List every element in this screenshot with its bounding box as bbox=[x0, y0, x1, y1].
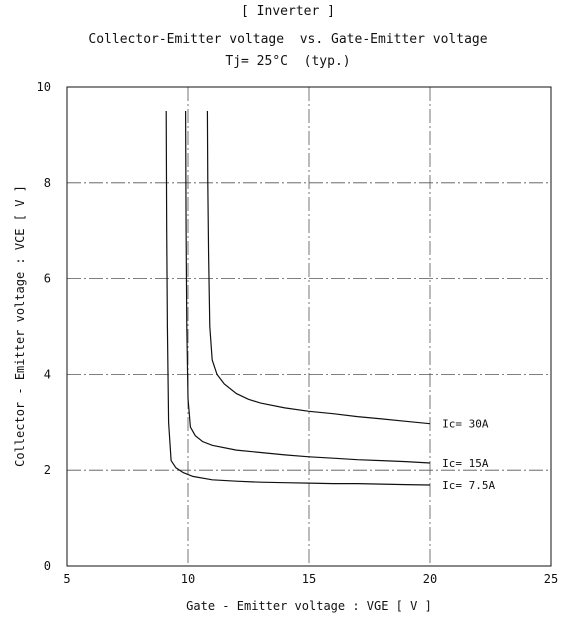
chart-condition: Tj= 25°C (typ.) bbox=[225, 54, 351, 69]
y-tick-label: 4 bbox=[44, 367, 51, 381]
x-axis-label: Gate - Emitter voltage : VGE [ V ] bbox=[186, 599, 432, 613]
x-tick-label: 5 bbox=[63, 572, 70, 586]
y-tick-label: 0 bbox=[44, 559, 51, 573]
series-label: Ic= 7.5A bbox=[442, 479, 495, 492]
y-ticks: 0 2 4 6 8 10 bbox=[37, 80, 51, 573]
x-tick-label: 10 bbox=[181, 572, 195, 586]
x-tick-label: 15 bbox=[302, 572, 316, 586]
x-tick-label: 20 bbox=[423, 572, 437, 586]
grid bbox=[67, 87, 551, 566]
y-tick-label: 2 bbox=[44, 463, 51, 477]
series-line bbox=[185, 110, 431, 464]
series-label: Ic= 15A bbox=[442, 457, 489, 470]
y-tick-label: 10 bbox=[37, 80, 51, 94]
x-ticks: 5 10 15 20 25 bbox=[63, 572, 558, 586]
series-label: Ic= 30A bbox=[442, 418, 489, 431]
chart-title: [ Inverter ] bbox=[241, 4, 335, 19]
y-tick-label: 6 bbox=[44, 272, 51, 286]
series-group bbox=[165, 110, 431, 486]
chart-subtitle: Collector-Emitter voltage vs. Gate-Emitt… bbox=[88, 32, 488, 47]
plot-frame bbox=[66, 86, 552, 567]
x-tick-label: 25 bbox=[544, 572, 558, 586]
series-labels: Ic= 30A Ic= 15A Ic= 7.5A bbox=[442, 418, 495, 492]
y-axis-label: Collector - Emitter voltage : VCE [ V ] bbox=[13, 185, 27, 467]
y-tick-label: 8 bbox=[44, 176, 51, 190]
series-line bbox=[165, 110, 431, 486]
series-line bbox=[206, 110, 431, 425]
